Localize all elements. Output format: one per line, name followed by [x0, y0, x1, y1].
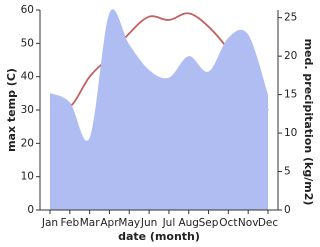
- y2-tick-label: 20: [284, 50, 297, 62]
- x-tick-label: May: [118, 217, 140, 229]
- x-tick-label: Feb: [61, 217, 80, 229]
- x-tick-label: Nov: [238, 217, 259, 229]
- y-tick-label: 60: [21, 4, 34, 16]
- x-tick-label: Aug: [178, 217, 199, 229]
- x-tick-label: Jun: [140, 217, 157, 229]
- y2-axis-label: med. precipitation (kg/m2): [302, 39, 315, 206]
- y2-tick-label: 0: [284, 204, 291, 216]
- y2-tick-label: 10: [284, 127, 297, 139]
- x-tick-label: Jan: [41, 217, 58, 229]
- x-tick-label: Dec: [258, 217, 279, 229]
- x-tick-label: Sep: [199, 217, 219, 229]
- y-tick-label: 30: [21, 104, 34, 116]
- x-axis-label: date (month): [118, 230, 200, 243]
- y-tick-label: 10: [21, 171, 34, 183]
- x-tick-label: Apr: [100, 217, 119, 229]
- x-tick-label: Jul: [162, 217, 176, 229]
- y-tick-label: 20: [21, 137, 34, 149]
- x-tick-label: Mar: [80, 217, 100, 229]
- precipitation-area: [50, 9, 268, 211]
- y2-tick-label: 15: [284, 89, 297, 101]
- y-tick-label: 50: [21, 37, 34, 49]
- y-axis-label: max temp (C): [5, 68, 18, 152]
- x-tick-label: Oct: [219, 217, 237, 229]
- y2-tick-label: 25: [284, 12, 297, 24]
- y-tick-label: 0: [27, 204, 34, 216]
- y-tick-label: 40: [21, 71, 34, 83]
- y2-tick-label: 5: [284, 166, 291, 178]
